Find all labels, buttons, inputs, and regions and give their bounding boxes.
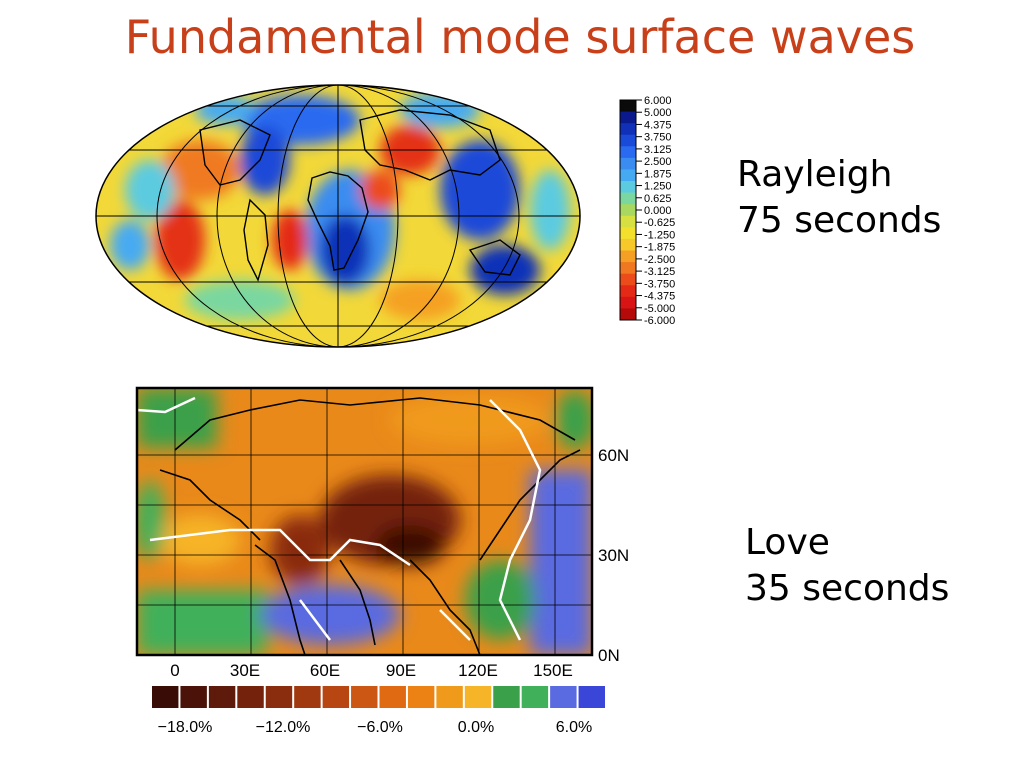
love-lon-label: 60E	[310, 661, 340, 680]
rayleigh-scale-label: 3.750	[644, 132, 672, 144]
love-scale-swatch	[464, 686, 492, 708]
rayleigh-scale-label: 2.500	[644, 156, 672, 168]
love-scale-swatch	[379, 686, 406, 708]
rayleigh-scale-label: 5.000	[644, 107, 672, 119]
rayleigh-scale-swatch	[620, 192, 636, 205]
rayleigh-coastlines	[199, 109, 521, 282]
love-scale-label: −6.0%	[357, 719, 403, 736]
rayleigh-scale-swatch	[620, 215, 636, 228]
slide-title: Fundamental mode surface waves	[124, 10, 916, 64]
rayleigh-scale-swatch	[620, 204, 636, 217]
rayleigh-scale-swatch	[620, 296, 636, 309]
love-lon-label: 0	[170, 661, 179, 680]
rayleigh-scale-label: 0.625	[644, 193, 672, 205]
love-scale-swatch	[550, 686, 577, 708]
love-velocity-field	[137, 388, 592, 655]
rayleigh-scale-label: -1.875	[644, 242, 675, 254]
rayleigh-scale-label: -0.625	[644, 217, 675, 229]
love-scale-swatch	[578, 686, 605, 708]
love-lat-label: 30N	[598, 546, 629, 565]
love-lon-label: 120E	[458, 661, 498, 680]
rayleigh-scale-swatch	[620, 111, 636, 124]
love-caption: Love 35 seconds	[745, 520, 949, 612]
love-coastlines	[159, 397, 581, 655]
rayleigh-scale-swatch	[620, 169, 636, 182]
rayleigh-scale-label: 6.000	[644, 95, 672, 107]
rayleigh-scale-swatch	[620, 134, 636, 147]
love-plate-boundaries	[137, 396, 542, 641]
rayleigh-scale-label: -3.125	[644, 266, 675, 278]
rayleigh-scale-swatch	[620, 262, 636, 275]
rayleigh-graticule	[96, 85, 580, 347]
love-lat-label: 0N	[598, 646, 620, 665]
rayleigh-scale-swatch	[620, 308, 636, 321]
rayleigh-scale-swatch	[620, 227, 636, 240]
love-scale-swatch	[436, 686, 463, 708]
love-lat-label: 60N	[598, 446, 629, 465]
love-scale-label: −12.0%	[256, 719, 311, 736]
rayleigh-scale-label: 0.000	[644, 205, 672, 217]
rayleigh-caption: Rayleigh 75 seconds	[737, 152, 941, 244]
love-scale-swatch	[180, 686, 207, 708]
love-scale-swatch	[351, 686, 378, 708]
rayleigh-scale-swatch	[620, 123, 636, 136]
love-lon-label: 150E	[533, 661, 573, 680]
love-scale-swatch	[407, 686, 435, 708]
rayleigh-scale-swatch	[620, 238, 636, 252]
rayleigh-scale-swatch	[620, 273, 636, 286]
love-scale-label: −18.0%	[158, 719, 213, 736]
love-scale-swatch	[208, 686, 236, 708]
rayleigh-scale-swatch	[620, 250, 636, 263]
love-lon-label: 90E	[386, 661, 416, 680]
rayleigh-scale-swatch	[620, 100, 636, 113]
rayleigh-scale-swatch	[620, 181, 636, 194]
rayleigh-scale-label: 3.125	[644, 144, 672, 156]
rayleigh-velocity-field	[96, 85, 580, 347]
love-label: Love	[745, 522, 830, 563]
rayleigh-scale-label: -2.500	[644, 254, 675, 266]
rayleigh-scale-label: -5.000	[644, 303, 675, 315]
love-scale-label: 6.0%	[556, 719, 592, 736]
love-period: 35 seconds	[745, 568, 950, 609]
rayleigh-period: 75 seconds	[737, 200, 942, 241]
rayleigh-scale-label: -4.375	[644, 291, 675, 303]
love-lon-label: 30E	[230, 661, 260, 680]
rayleigh-label: Rayleigh	[737, 154, 893, 195]
rayleigh-color-scale: 6.0005.0004.3753.7503.1252.5001.8751.250…	[619, 95, 675, 327]
love-scale-swatch	[493, 686, 520, 708]
love-color-scale: −18.0% −12.0% −6.0% 0.0% 6.0%	[152, 686, 605, 736]
rayleigh-scale-swatch	[620, 285, 636, 298]
rayleigh-scale-label: -6.000	[644, 315, 675, 327]
rayleigh-scale-label: -1.250	[644, 229, 675, 241]
rayleigh-scale-label: 1.250	[644, 181, 672, 193]
rayleigh-scale-label: 1.875	[644, 168, 672, 180]
love-scale-label: 0.0%	[458, 719, 494, 736]
rayleigh-scale-label: -3.750	[644, 278, 675, 290]
rayleigh-scale-label: 4.375	[644, 119, 672, 131]
love-latitude-labels: 60N 30N 0N	[598, 446, 629, 665]
love-scale-swatch	[152, 686, 179, 708]
love-scale-swatch	[521, 686, 549, 708]
rayleigh-scale-swatch	[620, 146, 636, 159]
love-scale-swatch	[237, 686, 264, 708]
love-scale-swatch	[265, 686, 293, 708]
love-longitude-labels: 0 30E 60E 90E 120E 150E	[170, 661, 573, 680]
rayleigh-scale-swatch	[620, 157, 636, 170]
love-scale-swatch	[294, 686, 321, 708]
love-scale-swatch	[322, 686, 350, 708]
